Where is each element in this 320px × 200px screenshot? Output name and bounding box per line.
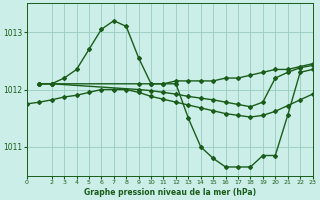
X-axis label: Graphe pression niveau de la mer (hPa): Graphe pression niveau de la mer (hPa) xyxy=(84,188,256,197)
